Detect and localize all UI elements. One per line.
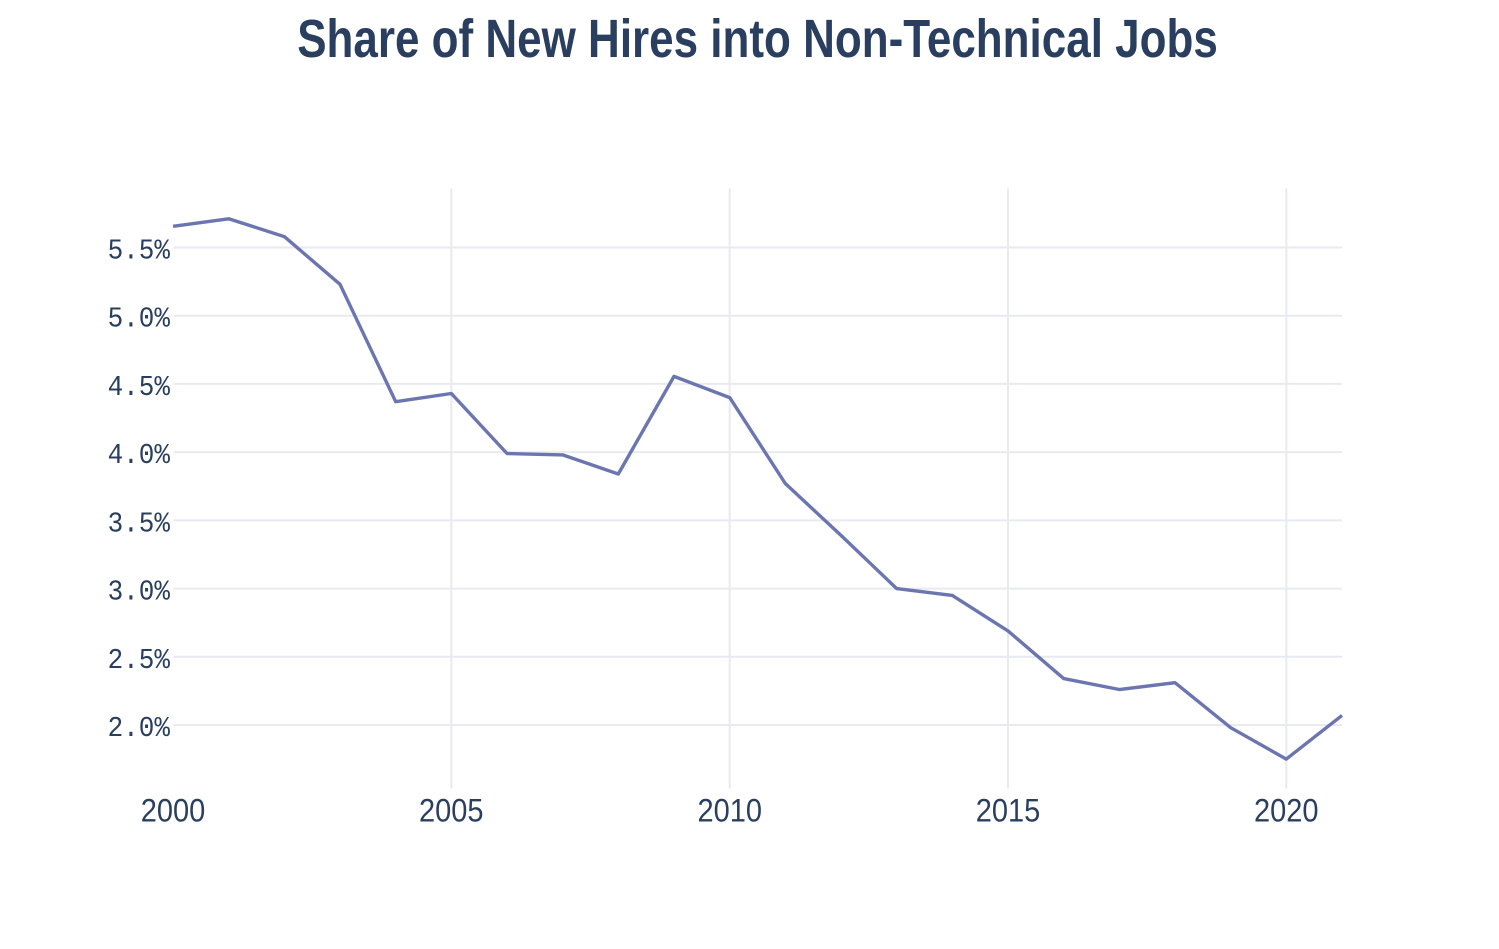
svg-text:3.5%: 3.5% <box>108 508 171 540</box>
svg-text:2020: 2020 <box>1254 792 1319 829</box>
svg-text:2000: 2000 <box>141 792 206 829</box>
svg-text:2015: 2015 <box>976 792 1041 829</box>
svg-text:2010: 2010 <box>697 792 762 829</box>
svg-text:2.0%: 2.0% <box>108 713 171 745</box>
svg-text:4.5%: 4.5% <box>108 372 171 404</box>
svg-text:2005: 2005 <box>419 792 484 829</box>
svg-text:5.0%: 5.0% <box>108 304 171 336</box>
svg-text:5.5%: 5.5% <box>108 235 171 267</box>
svg-text:4.0%: 4.0% <box>108 440 171 472</box>
svg-text:Share of New Hires into Non-Te: Share of New Hires into Non-Technical Jo… <box>297 10 1218 69</box>
svg-text:2.5%: 2.5% <box>108 645 171 677</box>
svg-text:3.0%: 3.0% <box>108 577 171 609</box>
